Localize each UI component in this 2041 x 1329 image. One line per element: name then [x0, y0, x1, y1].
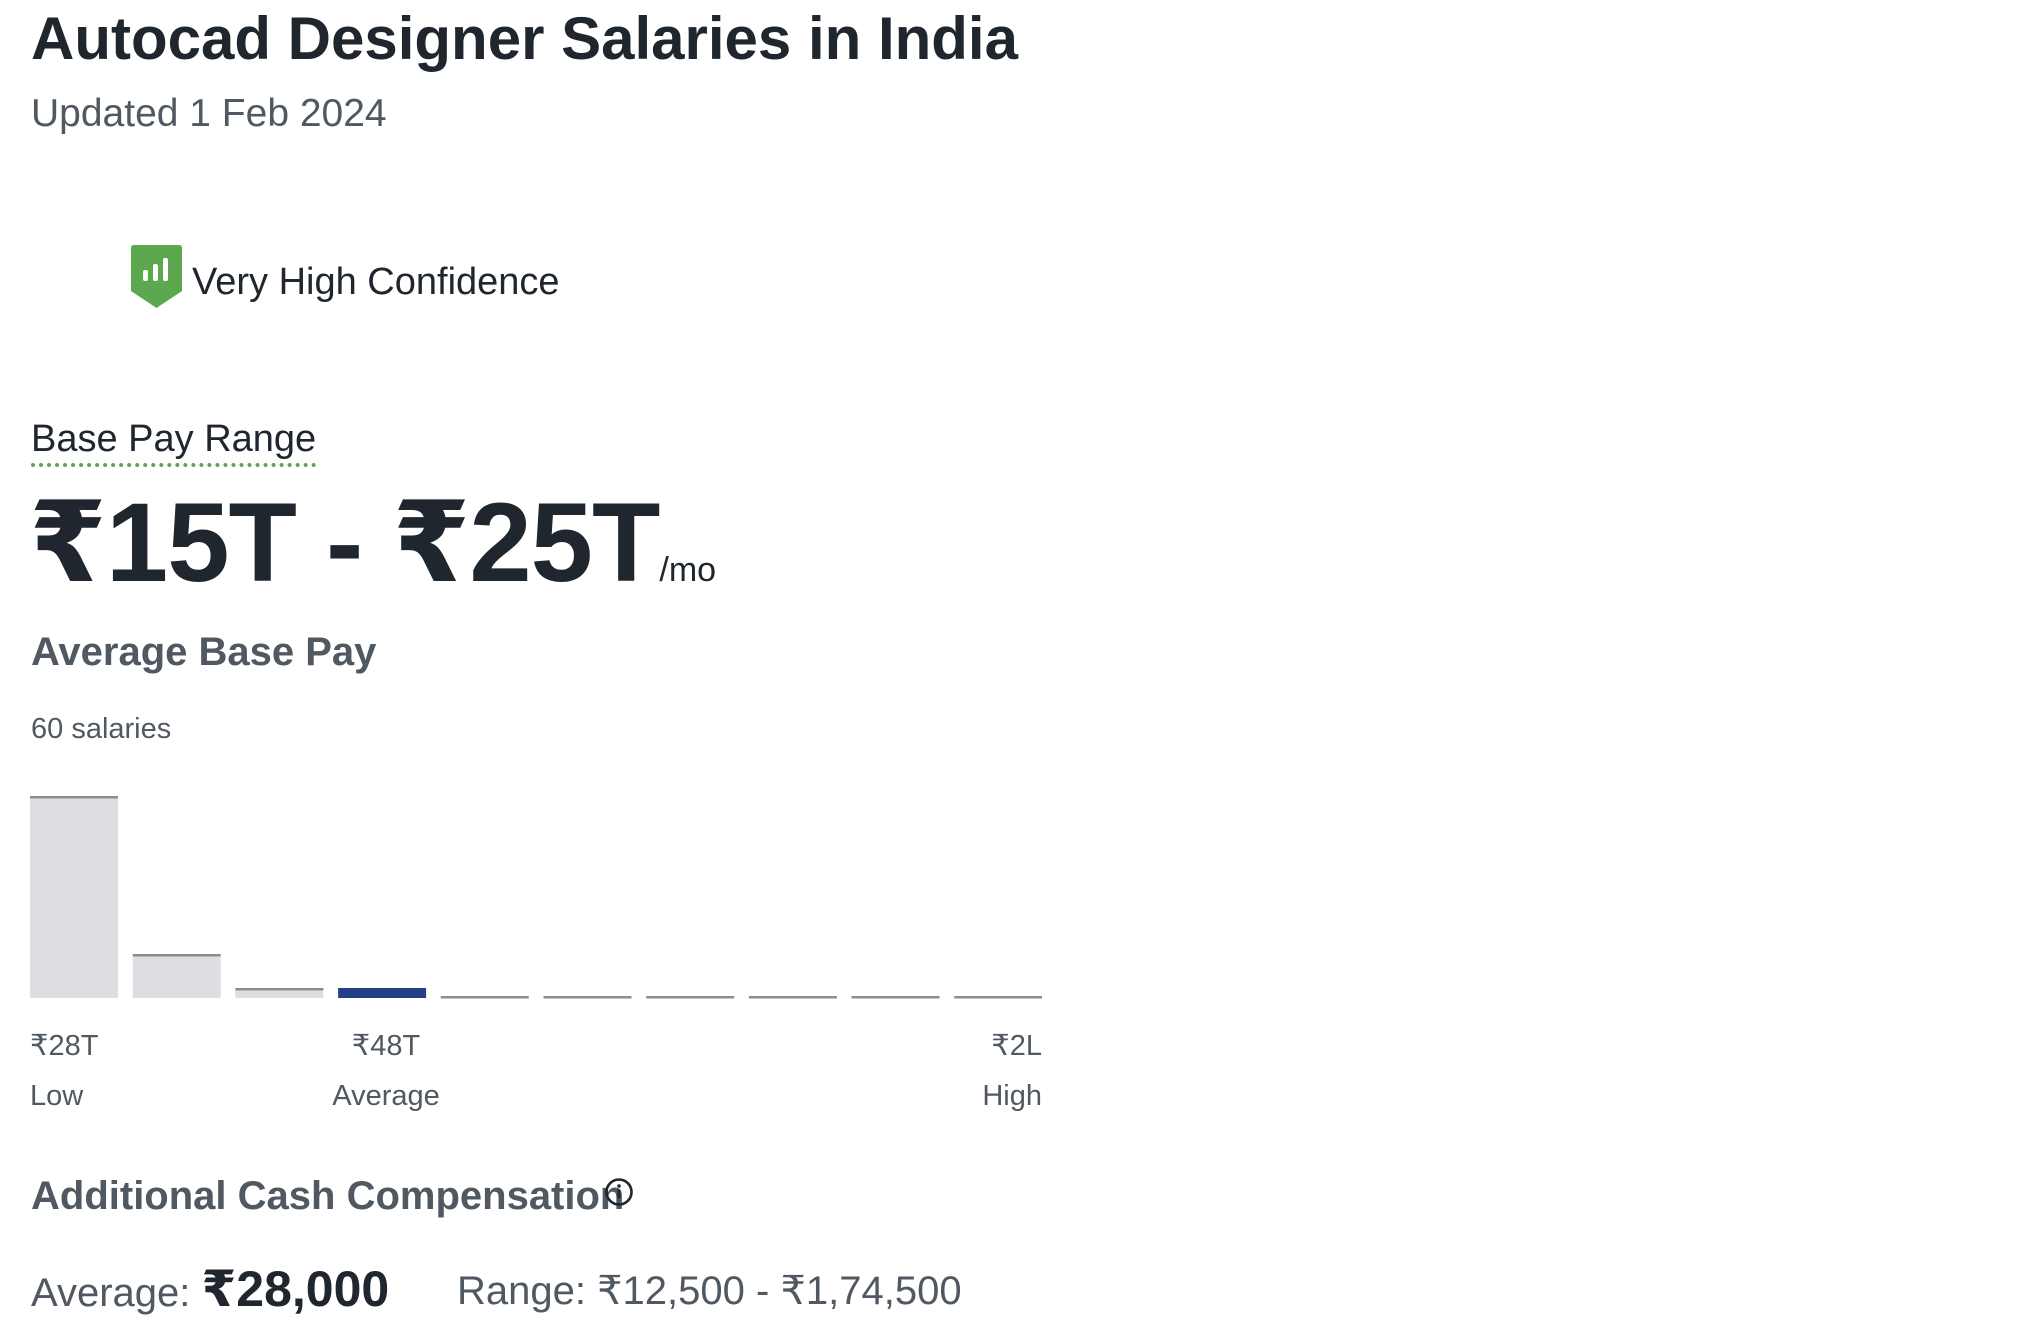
tick-average-caption: Average	[332, 1080, 440, 1112]
average-label: Average:	[31, 1271, 191, 1315]
additional-cash-heading: Additional Cash Compensation	[31, 1174, 625, 1218]
average-value: ₹28,000	[201, 1261, 390, 1317]
page-title: Autocad Designer Salaries in India	[31, 5, 1018, 72]
histogram-bar-top-line	[30, 796, 118, 799]
average-base-pay-heading: Average Base Pay	[31, 630, 377, 674]
tick-high-value: ₹2L	[991, 1030, 1042, 1062]
histogram-bar-top-line	[132, 954, 221, 957]
base-pay-range-value: ₹15T - ₹25T/mo	[29, 478, 716, 608]
range-value: ₹15T - ₹25T	[29, 480, 660, 605]
info-circle-icon[interactable]	[604, 1177, 634, 1207]
base-pay-range-label[interactable]: Base Pay Range	[31, 418, 317, 467]
salary-histogram	[30, 796, 1042, 999]
histogram-bar-top-line	[954, 996, 1042, 999]
histogram-bar-average	[338, 988, 427, 998]
histogram-bar	[132, 956, 221, 998]
tick-low-caption: Low	[30, 1080, 84, 1112]
histogram-bar-top-line	[543, 996, 632, 999]
histogram-bar-top-line	[851, 996, 940, 999]
tick-high-caption: High	[982, 1080, 1042, 1112]
salary-count: 60 salaries	[31, 713, 172, 745]
histogram-bar-top-line	[646, 996, 735, 999]
histogram-bar-top-line	[440, 996, 529, 999]
tick-low-value: ₹28T	[30, 1030, 99, 1062]
period-label: /mo	[659, 551, 717, 589]
tick-average-value: ₹48T	[351, 1030, 421, 1062]
histogram-bar	[235, 990, 324, 998]
updated-date: Updated 1 Feb 2024	[31, 92, 387, 135]
confidence-label: Very High Confidence	[192, 261, 560, 303]
histogram-bar	[30, 798, 118, 998]
histogram-bar-top-line	[235, 988, 324, 991]
additional-cash-average: Average: ₹28,000	[31, 1260, 389, 1318]
histogram-bar-top-line	[748, 996, 837, 999]
additional-cash-range: Range: ₹12,500 - ₹1,74,500	[457, 1269, 962, 1313]
bar-chart-shield-icon	[131, 245, 182, 308]
